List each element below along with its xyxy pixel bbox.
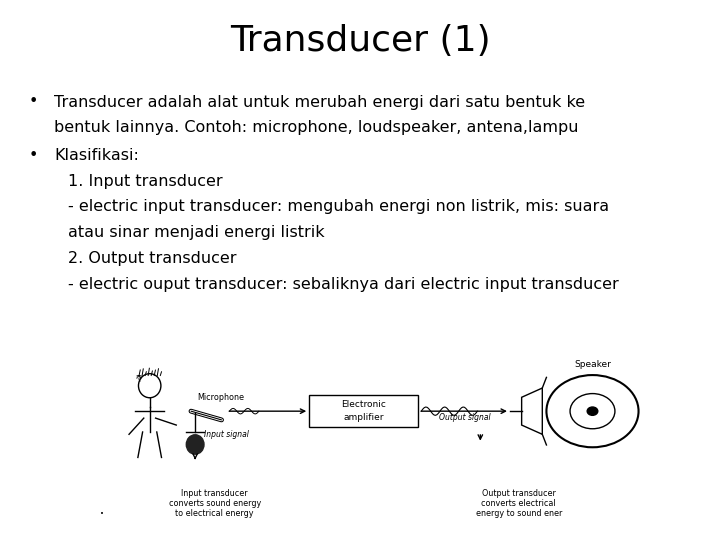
Text: 2. Output transducer: 2. Output transducer — [68, 251, 237, 266]
Text: - electric input transducer: mengubah energi non listrik, mis: suara: - electric input transducer: mengubah en… — [68, 199, 610, 214]
Circle shape — [588, 407, 598, 415]
Text: atau sinar menjadi energi listrik: atau sinar menjadi energi listrik — [68, 225, 325, 240]
Text: energy to sound ener: energy to sound ener — [475, 509, 562, 518]
Text: Input signal: Input signal — [204, 430, 249, 438]
Ellipse shape — [186, 435, 204, 454]
Text: Klasifikasi:: Klasifikasi: — [54, 147, 139, 163]
Text: Electronic: Electronic — [341, 401, 386, 409]
Text: - electric ouput transducer: sebaliknya dari electric input transducer: - electric ouput transducer: sebaliknya … — [68, 277, 619, 292]
Text: to electrical energy: to electrical energy — [176, 509, 254, 518]
Bar — [309, 395, 418, 427]
Text: amplifier: amplifier — [343, 413, 384, 422]
Text: converts sound energy: converts sound energy — [168, 499, 261, 508]
Text: •: • — [101, 511, 104, 517]
Text: Transducer (1): Transducer (1) — [230, 24, 490, 58]
Text: converts electrical: converts electrical — [482, 499, 556, 508]
Text: Input transducer: Input transducer — [181, 489, 248, 498]
Text: •: • — [29, 147, 38, 163]
Text: Speaker: Speaker — [574, 360, 611, 369]
Text: Transducer adalah alat untuk merubah energi dari satu bentuk ke: Transducer adalah alat untuk merubah ene… — [54, 94, 585, 110]
Text: Output signal: Output signal — [439, 414, 490, 422]
Text: Output transducer: Output transducer — [482, 489, 556, 498]
Text: 1. Input transducer: 1. Input transducer — [68, 173, 223, 188]
Text: bentuk lainnya. Contoh: microphone, loudspeaker, antena,lampu: bentuk lainnya. Contoh: microphone, loud… — [54, 120, 578, 136]
Text: Microphone: Microphone — [197, 393, 244, 402]
Text: •: • — [29, 94, 38, 110]
